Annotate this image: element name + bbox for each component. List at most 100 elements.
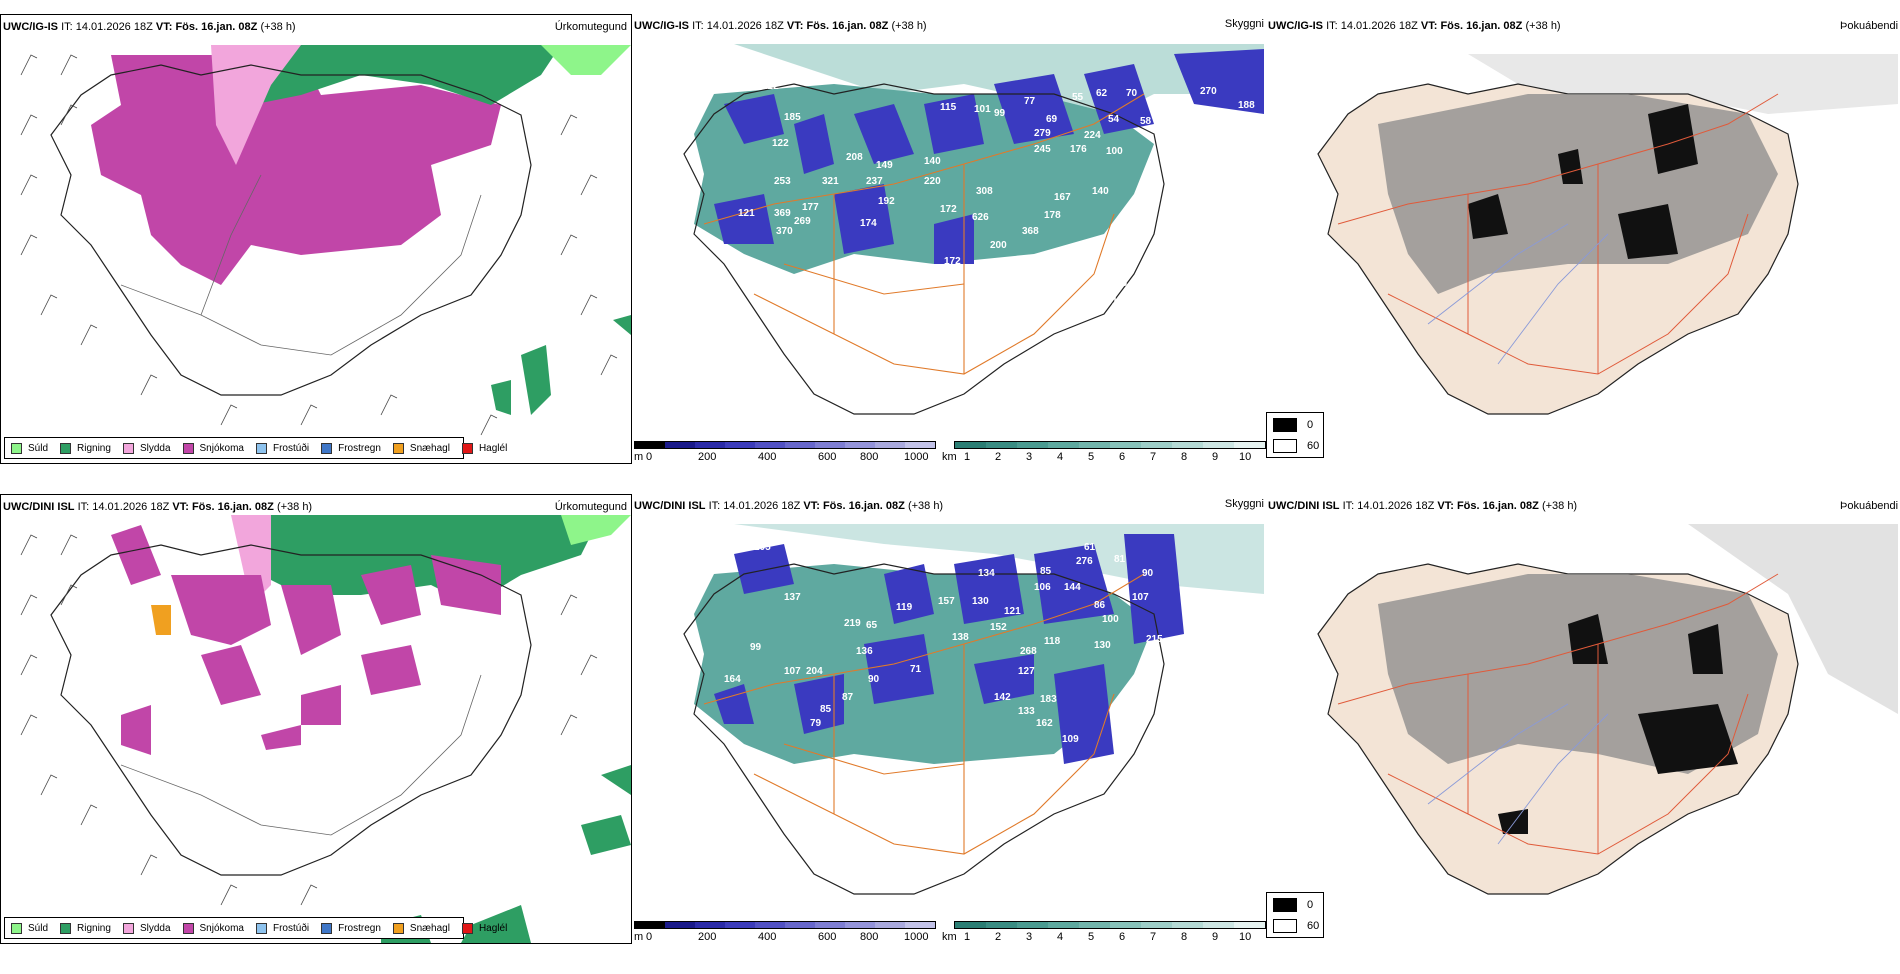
vis-number: 106 bbox=[1034, 582, 1051, 593]
visibility-panel: UWC/DINI ISL IT: 14.01.2026 18Z VT: Fös.… bbox=[634, 494, 1324, 964]
panel-title: Skyggni bbox=[1224, 18, 1264, 30]
legend-item-snjokoma: Snjókoma bbox=[182, 442, 244, 454]
vis-number: 107 bbox=[784, 666, 801, 677]
colorbar-tick: 800 bbox=[860, 931, 879, 943]
vis-number: 269 bbox=[794, 216, 811, 227]
vis-number: 183 bbox=[1040, 694, 1057, 705]
legend-item-snaehagl: Snæhagl bbox=[392, 442, 450, 454]
panel-header: UWC/IG-IS IT: 14.01.2026 18Z VT: Fös. 16… bbox=[1268, 20, 1561, 32]
vis-number: 121 bbox=[1004, 606, 1021, 617]
vis-number: 178 bbox=[1044, 210, 1061, 221]
vis-number: 200 bbox=[990, 240, 1007, 251]
vis-number: 185 bbox=[784, 112, 801, 123]
vis-number: 122 bbox=[762, 81, 779, 92]
colorbar-tick: 600 bbox=[818, 451, 837, 463]
colorbar-tick: 800 bbox=[860, 451, 879, 463]
colorbar-tick: 5 bbox=[1088, 931, 1095, 943]
iceland-fog-map bbox=[1317, 54, 1898, 415]
panel-header: UWC/IG-IS IT: 14.01.2026 18Z VT: Fös. 16… bbox=[634, 20, 927, 32]
vis-number: 177 bbox=[802, 202, 819, 213]
vis-number: 105 bbox=[754, 542, 771, 553]
vis-number: 152 bbox=[990, 622, 1007, 633]
colorbar-tick: 1 bbox=[964, 931, 971, 943]
colorbar-tick: 8 bbox=[1181, 931, 1188, 943]
vis-number: 85 bbox=[1040, 566, 1052, 577]
colorbar-tick: 1000 bbox=[904, 451, 929, 463]
colorbar-tick: 3 bbox=[1026, 931, 1033, 943]
fog-panel: UWC/DINI ISL IT: 14.01.2026 18Z VT: Fös.… bbox=[1268, 494, 1900, 964]
panel-header: UWC/DINI ISL IT: 14.01.2026 18Z VT: Fös.… bbox=[3, 501, 313, 513]
colorbar-tick: 3 bbox=[1026, 451, 1033, 463]
vis-number: 227 bbox=[1172, 104, 1189, 115]
visibility-numbers: 342 384 122 185 122 208 149 253 321 237 … bbox=[724, 61, 1255, 307]
vis-number: 237 bbox=[866, 176, 883, 187]
colorbar-tick: 4 bbox=[1057, 931, 1064, 943]
row-ig-is: UWC/IG-IS IT: 14.01.2026 18Z VT: Fös. 16… bbox=[0, 14, 1900, 494]
panel-title: Þokuábendi bbox=[1840, 20, 1899, 32]
visibility-map: 342 384 122 185 122 208 149 253 321 237 … bbox=[634, 34, 1266, 444]
visibility-colorbar-km bbox=[954, 921, 1266, 929]
vis-number: 224 bbox=[1084, 130, 1101, 141]
colorbar-tick: 0 bbox=[646, 931, 653, 943]
vis-number: 86 bbox=[1094, 600, 1106, 611]
colorbar-unit-m: m bbox=[634, 931, 644, 943]
vis-number: 270 bbox=[1200, 86, 1217, 97]
colorbar-tick: 2 bbox=[995, 931, 1002, 943]
colorbar-tick: 7 bbox=[1150, 451, 1157, 463]
legend-item-suld: Súld bbox=[11, 922, 48, 934]
fog-panel: UWC/IG-IS IT: 14.01.2026 18Z VT: Fös. 16… bbox=[1268, 14, 1900, 484]
iceland-fog-map bbox=[1317, 524, 1898, 895]
colorbar-tick: 10 bbox=[1239, 931, 1252, 943]
vis-number: 115 bbox=[940, 102, 957, 113]
vis-number: 121 bbox=[738, 208, 755, 219]
colorbar-tick: 200 bbox=[698, 451, 717, 463]
vis-number: 321 bbox=[822, 176, 839, 187]
precip-type-legend: Súld Rigning Slydda Snjókoma Frostúði Fr… bbox=[4, 917, 507, 939]
precip-type-panel: UWC/DINI ISL IT: 14.01.2026 18Z VT: Fös.… bbox=[0, 494, 632, 964]
vis-number: 69 bbox=[1046, 114, 1058, 125]
vis-number: 122 bbox=[772, 138, 789, 149]
fog-legend-box: 0 60 bbox=[1266, 892, 1324, 938]
vis-number: 539 bbox=[1208, 112, 1225, 123]
vis-number: 370 bbox=[776, 226, 793, 237]
vis-number: 118 bbox=[1044, 636, 1061, 647]
visibility-colorbar-m bbox=[634, 921, 936, 929]
vis-number: 107 bbox=[1132, 592, 1149, 603]
vis-number: 219 bbox=[844, 618, 861, 629]
vis-number: 176 bbox=[1070, 144, 1087, 155]
colorbar-tick: 9 bbox=[1212, 451, 1219, 463]
vis-number: 369 bbox=[774, 208, 791, 219]
vis-number: 71 bbox=[910, 664, 922, 675]
vis-number: 130 bbox=[972, 596, 989, 607]
vis-number: 134 bbox=[978, 568, 995, 579]
vis-number: 276 bbox=[1076, 556, 1093, 567]
vis-number: 101 bbox=[974, 104, 991, 115]
vis-number: 140 bbox=[924, 156, 941, 167]
fog-map bbox=[1268, 34, 1900, 444]
colorbar-tick: 7 bbox=[1150, 931, 1157, 943]
vis-number: 55 bbox=[1072, 92, 1084, 103]
colorbar-tick: 5 bbox=[1088, 451, 1095, 463]
vis-number: 79 bbox=[810, 718, 822, 729]
panel-title: Úrkomutegund bbox=[554, 501, 627, 513]
vis-number: 220 bbox=[924, 176, 941, 187]
colorbar-tick: 1 bbox=[964, 451, 971, 463]
panel-title: Úrkomutegund bbox=[554, 21, 627, 33]
colorbar-tick: 400 bbox=[758, 931, 777, 943]
vis-number: 215 bbox=[1146, 634, 1163, 645]
vis-number: 174 bbox=[860, 218, 877, 229]
colorbar-tick: 0 bbox=[646, 451, 653, 463]
vis-number: 54 bbox=[1108, 114, 1120, 125]
legend-item-haglel: Haglél bbox=[461, 922, 507, 934]
vis-number: 127 bbox=[1018, 666, 1035, 677]
vis-number: 138 bbox=[952, 632, 969, 643]
vis-number: 65 bbox=[866, 620, 878, 631]
vis-number: 245 bbox=[1034, 144, 1051, 155]
colorbar-tick: 600 bbox=[818, 931, 837, 943]
colorbar-tick: 2 bbox=[995, 451, 1002, 463]
panel-title: Þokuábendi bbox=[1840, 500, 1899, 512]
legend-item-slydda: Slydda bbox=[122, 442, 171, 454]
vis-number: 136 bbox=[856, 646, 873, 657]
row-dini-isl: UWC/DINI ISL IT: 14.01.2026 18Z VT: Fös.… bbox=[0, 494, 1900, 974]
vis-number: 137 bbox=[784, 592, 801, 603]
